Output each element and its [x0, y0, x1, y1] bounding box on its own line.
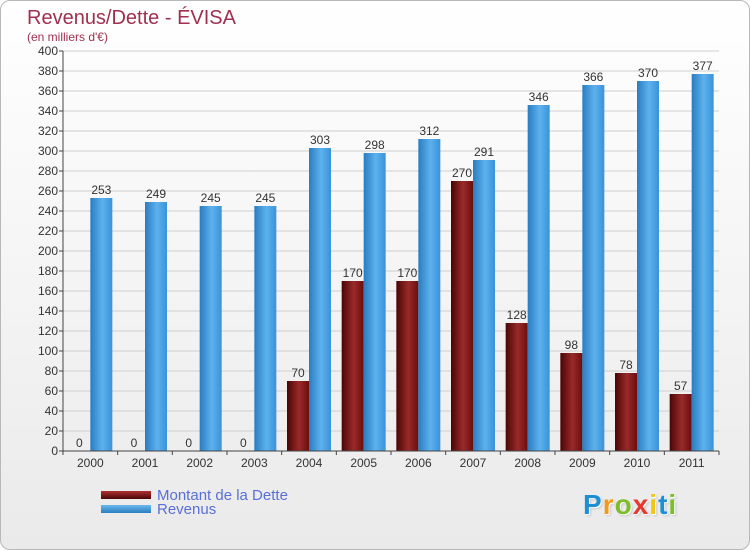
y-tick-label: 100	[38, 344, 58, 358]
y-tick-label: 20	[45, 424, 59, 438]
y-tick-label: 300	[38, 144, 58, 158]
data-label-dette-2005: 170	[343, 266, 363, 280]
y-tick-label: 40	[45, 404, 59, 418]
bar-revenus-2011	[691, 74, 714, 451]
logo-letter: i	[649, 489, 659, 520]
x-tick-label: 2007	[460, 456, 487, 470]
data-label-revenus-2007: 291	[474, 145, 494, 159]
bar-revenus-2006	[418, 139, 441, 451]
data-label-dette-2009: 98	[565, 338, 579, 352]
axis-layer	[59, 50, 720, 455]
x-tick-label: 2000	[77, 456, 104, 470]
bar-dette-2011	[669, 394, 692, 451]
logo-letter: P	[583, 489, 603, 520]
data-label-revenus-2009: 366	[583, 70, 603, 84]
bar-dette-2007	[451, 181, 473, 451]
bar-dette-2009	[560, 353, 583, 451]
bar-dette-2004	[287, 381, 309, 451]
logo-letter: x	[632, 489, 650, 520]
data-label-dette-2007: 270	[452, 166, 472, 180]
bar-revenus-2001	[145, 202, 167, 451]
x-tick-label: 2005	[350, 456, 377, 470]
legend-label-dette: Montant de la Dette	[157, 486, 288, 504]
logo-letter: r	[602, 489, 615, 520]
logo-letter: i	[668, 489, 678, 520]
y-tick-label: 220	[38, 224, 58, 238]
y-tick-label: 380	[38, 64, 58, 78]
y-tick-label: 60	[45, 384, 59, 398]
legend-item-dette: Montant de la Dette	[101, 486, 288, 504]
bar-revenus-2010	[637, 81, 659, 451]
proxiti-logo: Proxiti	[583, 489, 677, 521]
x-tick-label: 2006	[405, 456, 432, 470]
legend-swatch-revenus	[101, 505, 151, 513]
y-tick-label: 80	[45, 364, 59, 378]
y-tick-label: 0	[51, 444, 58, 458]
bars-layer	[90, 74, 714, 451]
data-label-dette-2004: 70	[291, 366, 305, 380]
data-label-revenus-2006: 312	[419, 124, 439, 138]
y-tick-label: 360	[38, 84, 58, 98]
x-tick-label: 2004	[296, 456, 323, 470]
data-label-dette-2001: 0	[131, 436, 138, 450]
data-label-revenus-2010: 370	[638, 66, 658, 80]
data-label-dette-2008: 128	[507, 308, 527, 322]
data-label-revenus-2011: 377	[693, 59, 713, 73]
x-tick-label: 2010	[624, 456, 651, 470]
y-tick-label: 340	[38, 104, 58, 118]
bar-revenus-2003	[254, 206, 277, 451]
logo-letter: o	[614, 489, 633, 520]
y-tick-label: 260	[38, 184, 58, 198]
y-tick-label: 160	[38, 284, 58, 298]
bar-revenus-2002	[199, 206, 222, 451]
legend-swatch-dette	[101, 491, 151, 499]
data-label-dette-2000: 0	[76, 436, 83, 450]
bar-revenus-2000	[90, 198, 113, 451]
bar-revenus-2005	[363, 153, 386, 451]
y-tick-label: 120	[38, 324, 58, 338]
data-label-dette-2006: 170	[397, 266, 417, 280]
data-label-revenus-2008: 346	[529, 90, 549, 104]
data-label-revenus-2002: 245	[201, 191, 221, 205]
bar-revenus-2009	[582, 85, 605, 451]
y-tick-label: 240	[38, 204, 58, 218]
x-tick-label: 2009	[569, 456, 596, 470]
data-label-dette-2011: 57	[674, 379, 688, 393]
x-tick-label: 2003	[241, 456, 268, 470]
chart-title: Revenus/Dette - ÉVISA	[27, 7, 236, 29]
x-tick-label: 2008	[514, 456, 541, 470]
y-tick-label: 280	[38, 164, 58, 178]
bar-revenus-2007	[473, 160, 495, 451]
bar-dette-2006	[396, 281, 419, 451]
data-label-dette-2010: 78	[619, 358, 633, 372]
bar-revenus-2004	[309, 148, 331, 451]
y-tick-label: 180	[38, 264, 58, 278]
data-label-revenus-2005: 298	[365, 138, 385, 152]
x-tick-label: 2001	[132, 456, 159, 470]
data-label-revenus-2004: 303	[310, 133, 330, 147]
bar-dette-2005	[341, 281, 364, 451]
data-label-revenus-2001: 249	[146, 187, 166, 201]
labels-layer: 0 20 40 60 80 100 120 140 160 180 200 220 240 260 280 3…	[38, 44, 713, 470]
bar-dette-2008	[505, 323, 528, 451]
chart-subtitle: (en milliers d'€)	[27, 30, 108, 44]
y-tick-label: 140	[38, 304, 58, 318]
data-label-dette-2003: 0	[240, 436, 247, 450]
y-tick-label: 320	[38, 124, 58, 138]
grid-layer	[63, 50, 719, 452]
legend-label-revenus: Revenus	[157, 500, 217, 518]
x-tick-label: 2011	[679, 456, 705, 470]
data-label-revenus-2003: 245	[255, 191, 275, 205]
data-label-revenus-2000: 253	[91, 183, 111, 197]
x-tick-label: 2002	[186, 456, 213, 470]
legend-item-revenus: Revenus	[101, 500, 217, 518]
y-tick-label: 400	[38, 44, 58, 58]
logo-letter: t	[658, 489, 669, 520]
bar-dette-2010	[615, 373, 637, 451]
bar-revenus-2008	[527, 105, 550, 451]
data-label-dette-2002: 0	[185, 436, 192, 450]
y-tick-label: 200	[38, 244, 58, 258]
